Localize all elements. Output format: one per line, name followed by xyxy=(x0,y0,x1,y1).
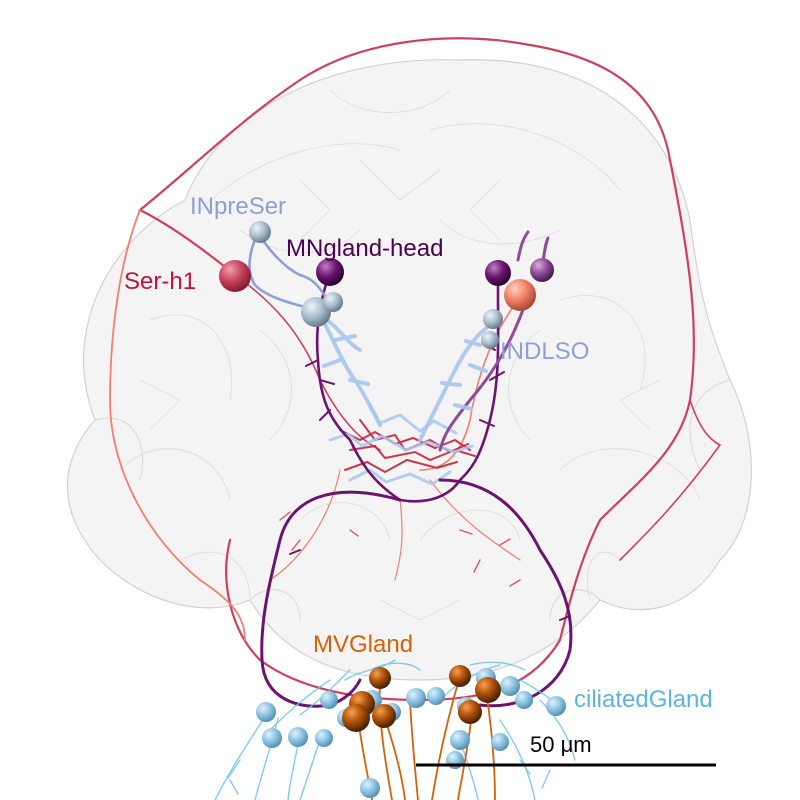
label-inpreser: INpreSer xyxy=(190,193,287,220)
scale-bar-label: 50 μm xyxy=(530,732,592,757)
head-neuron-cell-bodies xyxy=(219,221,554,349)
inpreser-neurite xyxy=(248,230,492,442)
label-ser-h1: Ser-h1 xyxy=(124,268,197,295)
ciliated-gland-cell-bodies xyxy=(256,668,566,798)
label-ciliated-gland: ciliatedGland xyxy=(574,686,713,713)
label-indlso: INDLSO xyxy=(500,338,590,365)
label-mvgland: MVGland xyxy=(313,631,414,658)
label-mngland-head: MNgland-head xyxy=(286,235,444,262)
body-surface-mesh xyxy=(66,59,752,681)
mvgland-cell-bodies xyxy=(342,665,501,732)
